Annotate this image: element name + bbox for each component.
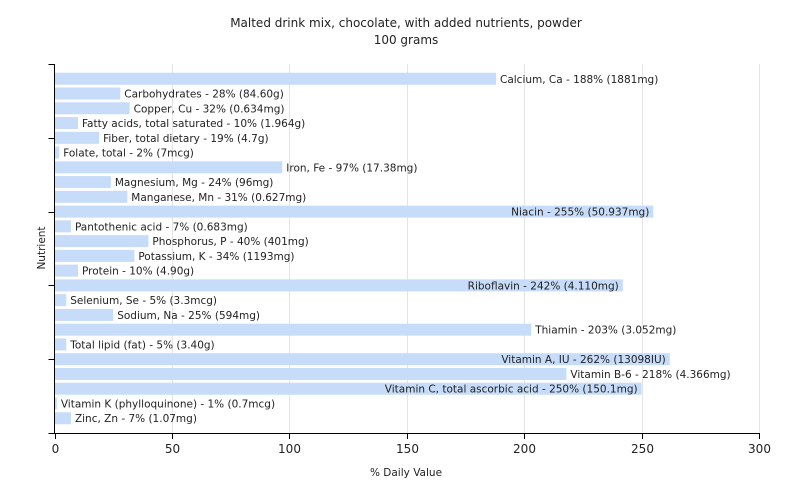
bar-label: Manganese, Mn - 31% (0.627mg) [131, 192, 306, 204]
bar [54, 235, 149, 248]
bar-label: Pantothenic acid - 7% (0.683mg) [75, 221, 248, 233]
bar [54, 397, 57, 410]
x-tick-label: 150 [396, 442, 419, 456]
bar [54, 102, 130, 115]
bar [54, 382, 642, 395]
bar [54, 117, 78, 130]
bar [54, 412, 71, 425]
bar-label: Calcium, Ca - 188% (1881mg) [500, 74, 658, 86]
bar [54, 87, 121, 100]
bars-group: Calcium, Ca - 188% (1881mg) Carbohydrates… [54, 72, 731, 425]
bar [54, 294, 67, 307]
bar-label: Magnesium, Mg - 24% (96mg) [115, 177, 274, 189]
x-tick-label: 100 [278, 442, 301, 456]
bar-label: Riboflavin - 242% (4.110mg) [468, 280, 619, 292]
bar [54, 353, 670, 366]
x-tick-label: 200 [513, 442, 536, 456]
bar [54, 72, 496, 85]
bar-label: Copper, Cu - 32% (0.634mg) [134, 103, 285, 115]
bar [54, 338, 67, 351]
x-tick-label: 50 [165, 442, 180, 456]
x-axis-title: % Daily Value [370, 467, 442, 479]
bar-label: Vitamin A, IU - 262% (13098IU) [501, 354, 665, 366]
bar [54, 279, 623, 292]
bar-label: Fiber, total dietary - 19% (4.7g) [103, 133, 268, 145]
y-axis-title: Nutrient [36, 226, 48, 269]
bar-label: Zinc, Zn - 7% (1.07mg) [75, 413, 197, 425]
bar [54, 264, 78, 277]
chart-subtitle: 100 grams [374, 33, 439, 47]
bar-label: Vitamin K (phylloquinone) - 1% (0.7mcg) [61, 398, 275, 410]
bar [54, 220, 71, 233]
bar-label: Carbohydrates - 28% (84.60g) [124, 89, 284, 101]
bar [54, 190, 128, 203]
bar [54, 367, 567, 380]
bar [54, 323, 532, 336]
chart-title: Malted drink mix, chocolate, with added … [230, 16, 582, 30]
bar-label: Potassium, K - 34% (1193mg) [138, 251, 294, 263]
bar [54, 308, 114, 321]
bar [54, 146, 60, 159]
x-tick-label: 300 [748, 442, 771, 456]
bar-label: Total lipid (fat) - 5% (3.40g) [69, 339, 214, 351]
x-tick-label: 0 [52, 442, 60, 456]
bar-label: Folate, total - 2% (7mcg) [63, 148, 194, 160]
bar-label: Fatty acids, total saturated - 10% (1.96… [82, 118, 305, 130]
bar-label: Protein - 10% (4.90g) [82, 266, 194, 278]
bar [54, 176, 111, 189]
bar [54, 205, 654, 218]
bar-label: Niacin - 255% (50.937mg) [511, 207, 649, 219]
bar-label: Sodium, Na - 25% (594mg) [117, 310, 260, 322]
bar-label: Selenium, Se - 5% (3.3mcg) [70, 295, 217, 307]
bar [54, 131, 100, 144]
x-tick-label: 250 [631, 442, 654, 456]
bar-label: Iron, Fe - 97% (17.38mg) [286, 162, 417, 174]
bar-label: Vitamin B-6 - 218% (4.366mg) [570, 369, 730, 381]
bar-label: Thiamin - 203% (3.052mg) [534, 325, 676, 337]
bar-label: Vitamin C, total ascorbic acid - 250% (1… [385, 384, 638, 396]
bar [54, 249, 135, 262]
bar-label: Phosphorus, P - 40% (401mg) [152, 236, 308, 248]
bar [54, 161, 283, 174]
axes-group: 0 50 100 150 200 250 300 [48, 64, 771, 456]
